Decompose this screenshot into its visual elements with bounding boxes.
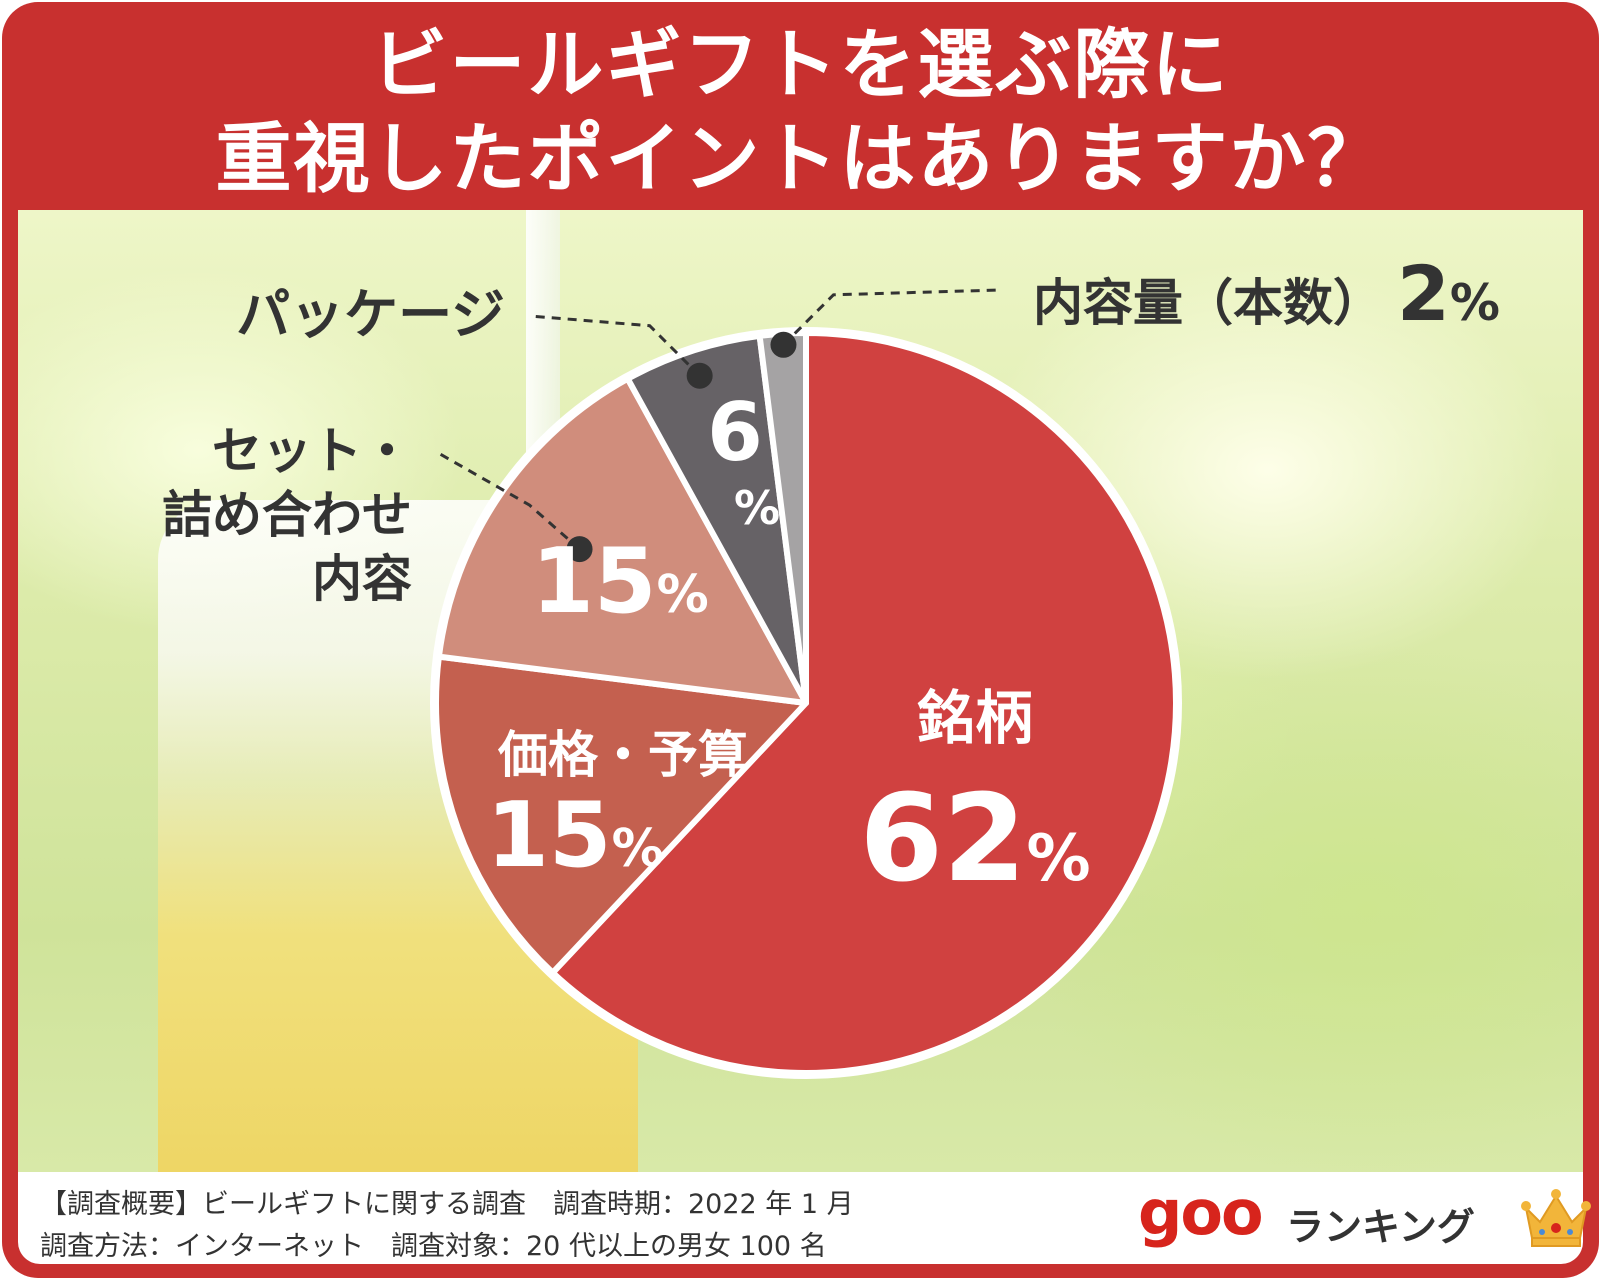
callout-label-quantity: 内容量（本数） 2% — [1033, 249, 1500, 338]
ranking-logo-text: ランキング — [1286, 1205, 1475, 1249]
value-price-number: 15 — [486, 783, 611, 888]
label-quantity-text: 内容量（本数） — [1033, 274, 1383, 332]
goo-logo-text: goo — [1138, 1176, 1264, 1249]
pie-slice-set — [435, 375, 809, 706]
value-set-unit: % — [657, 565, 709, 625]
leader-dot-quantity — [770, 331, 797, 358]
title-line-1: ビールギフトを選ぶ際に — [371, 20, 1230, 109]
leader-dot-set — [566, 536, 593, 563]
pie-slices — [430, 327, 1182, 1079]
survey-note-line-2: 調査方法：インターネット 調査対象：20 代以上の男女 100 名 — [40, 1231, 827, 1262]
slice-value-price: 15% — [486, 783, 663, 888]
slice-label-price: 価格・予算 — [497, 726, 748, 784]
callout-label-set-1: セット・ — [212, 422, 412, 480]
slice-value-package-number: 6 — [707, 386, 763, 479]
pie-slice-price — [433, 653, 809, 976]
value-set-number: 15 — [531, 529, 656, 634]
value-quantity-number: 2 — [1397, 249, 1450, 338]
leader-line-package — [529, 314, 701, 377]
slice-value-set: 15% — [531, 529, 708, 634]
crown-icon — [1521, 1189, 1591, 1247]
leader-line-set — [439, 452, 581, 551]
survey-footer: 【調査概要】ビールギフトに関する調査 調査時期：2022 年 1 月 調査方法：… — [18, 1172, 1591, 1264]
leader-dot-package — [686, 362, 713, 389]
slice-value-package-unit: % — [734, 481, 780, 535]
pie-outline — [430, 327, 1182, 1079]
page-title: ビールギフトを選ぶ際に 重視したポイントはありますか？ — [0, 18, 1601, 206]
callout-label-set-3: 内容 — [312, 550, 412, 608]
leader-line-quantity — [782, 288, 1001, 346]
value-brand-unit: % — [1026, 822, 1090, 896]
callout-label-set-2: 詰め合わせ — [162, 486, 412, 544]
value-brand-number: 62 — [859, 770, 1026, 909]
callout-label-package: パッケージ — [236, 283, 505, 346]
survey-note-line-1: 【調査概要】ビールギフトに関する調査 調査時期：2022 年 1 月 — [40, 1189, 854, 1220]
slice-value-brand: 62% — [859, 770, 1090, 909]
title-line-2: 重視したポイントはありますか？ — [215, 114, 1386, 203]
value-price-unit: % — [612, 819, 664, 879]
value-quantity-unit: % — [1450, 274, 1500, 332]
slice-label-brand: 銘柄 — [917, 684, 1033, 752]
leader-lines — [439, 288, 1001, 563]
